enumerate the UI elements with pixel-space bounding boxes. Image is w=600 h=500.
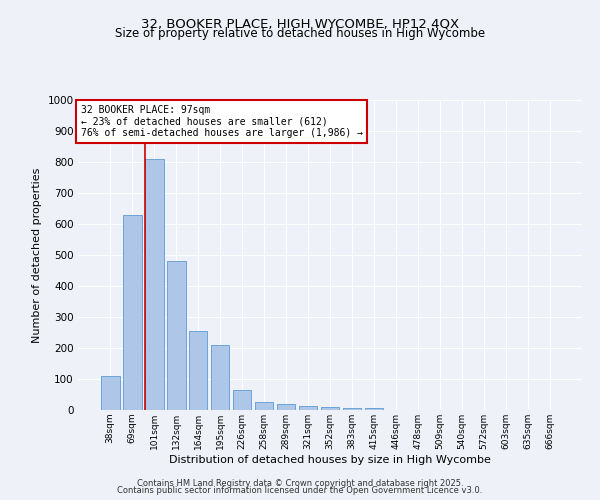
Bar (255, 402, 274, 410)
Bar (365, 408, 383, 410)
Text: Contains public sector information licensed under the Open Government Licence v3: Contains public sector information licen… (118, 486, 482, 495)
Bar (145, 159, 164, 410)
Bar (101, 376, 119, 410)
Y-axis label: Number of detached properties: Number of detached properties (32, 168, 42, 342)
Text: Contains HM Land Registry data © Crown copyright and database right 2025.: Contains HM Land Registry data © Crown c… (137, 478, 463, 488)
Bar (123, 214, 142, 410)
Bar (233, 390, 251, 410)
Bar (343, 408, 361, 410)
Bar (189, 331, 208, 410)
Bar (299, 406, 317, 410)
Bar (277, 404, 295, 410)
Bar (211, 345, 229, 410)
X-axis label: Distribution of detached houses by size in High Wycombe: Distribution of detached houses by size … (169, 454, 491, 464)
Bar (167, 261, 185, 410)
Text: 32, BOOKER PLACE, HIGH WYCOMBE, HP12 4QX: 32, BOOKER PLACE, HIGH WYCOMBE, HP12 4QX (141, 18, 459, 30)
Text: Size of property relative to detached houses in High Wycombe: Size of property relative to detached ho… (115, 28, 485, 40)
Text: 32 BOOKER PLACE: 97sqm
← 23% of detached houses are smaller (612)
76% of semi-de: 32 BOOKER PLACE: 97sqm ← 23% of detached… (80, 104, 362, 138)
Bar (320, 407, 340, 410)
